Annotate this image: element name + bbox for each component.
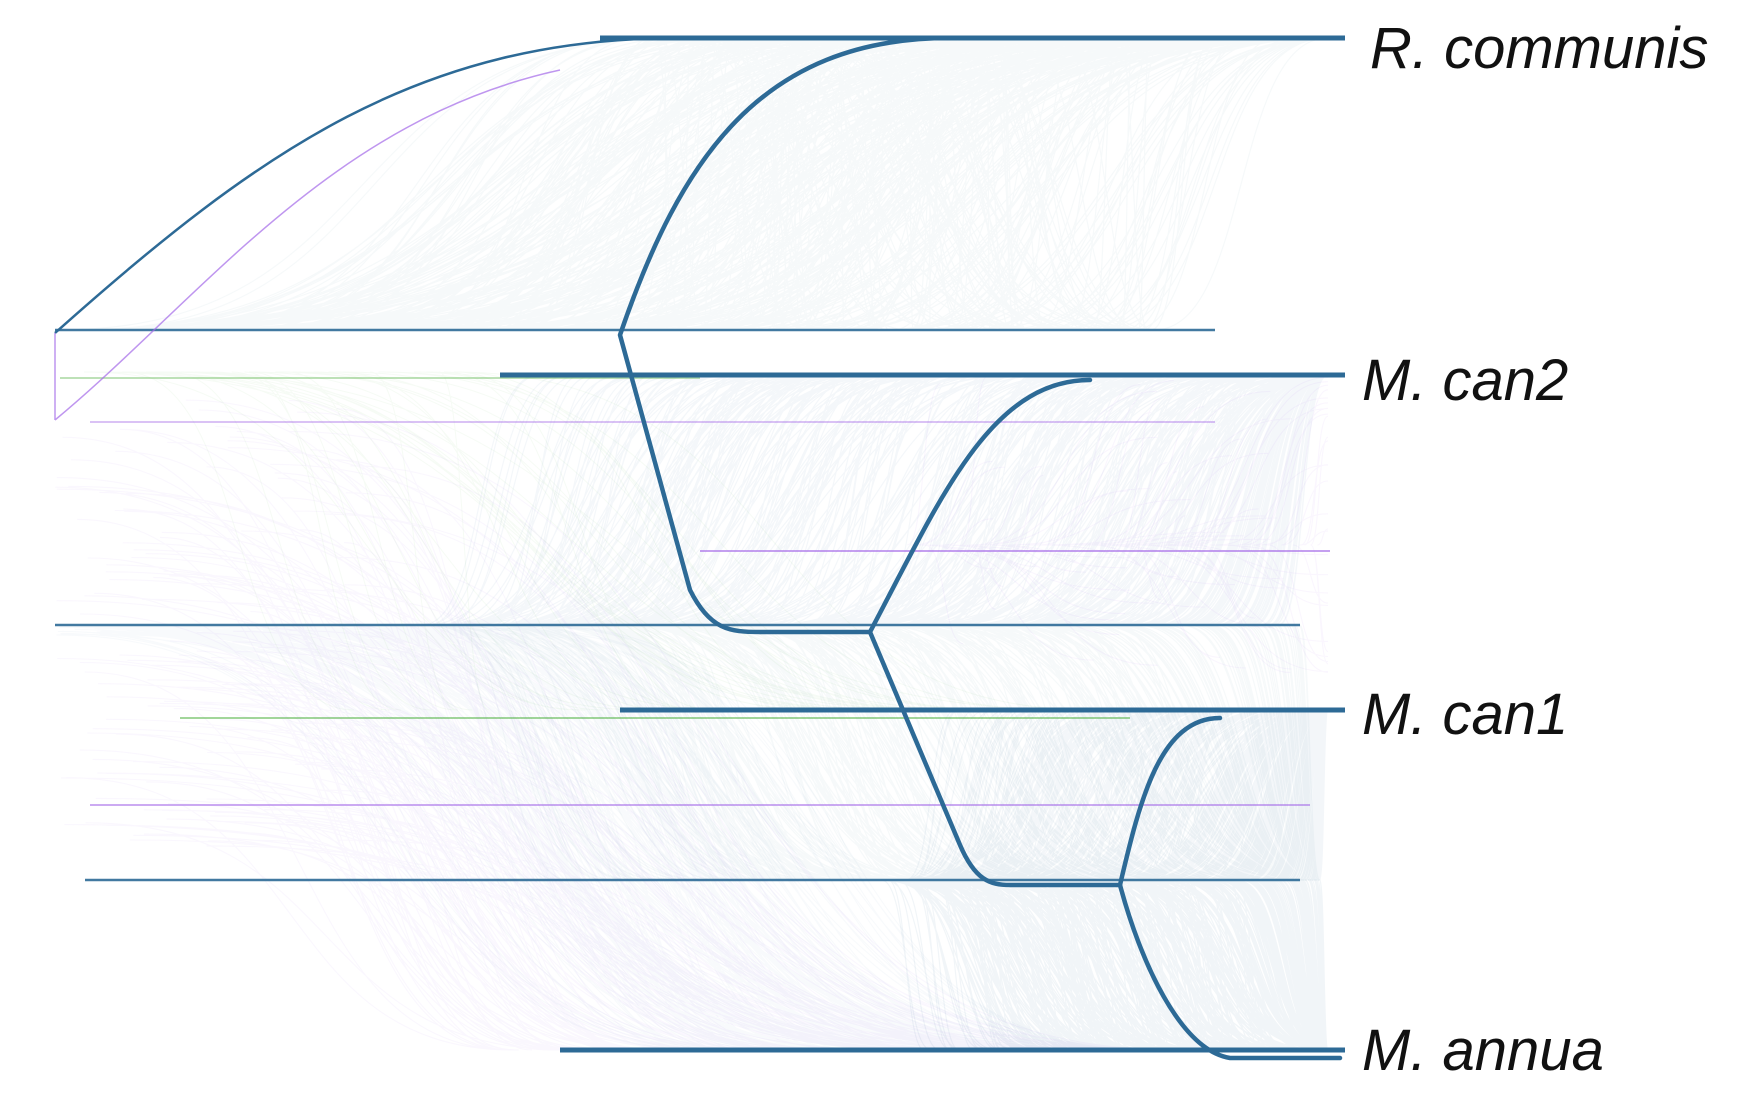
main-collinear-paths [54,35,1343,1061]
species-label-m-can2: M. can2 [1362,348,1569,413]
link-bundle [421,374,1329,626]
link-bundle [56,37,1329,331]
main-path-4 [1117,882,1343,1061]
link-bundle [900,709,1329,881]
main-path-3 [1117,715,1223,888]
faint-synteny-links [56,37,1329,1051]
link-bundle [83,371,1093,711]
link-bundle [880,879,1329,1051]
species-label-r-communis: R. communis [1370,16,1709,81]
main-path-1 [867,377,1093,635]
species-label-m-can1: M. can1 [1362,682,1569,747]
link-bundle [55,399,1196,1051]
link-bundle [906,376,1329,674]
main-path-2 [867,629,1123,888]
envelope-curve [54,36,980,334]
envelope-purple-curve [54,69,561,421]
species-label-m-annua: M. annua [1362,1018,1604,1083]
colored-links [55,371,1329,1051]
link-bundle [423,624,1321,881]
main-path-0 [617,35,953,635]
